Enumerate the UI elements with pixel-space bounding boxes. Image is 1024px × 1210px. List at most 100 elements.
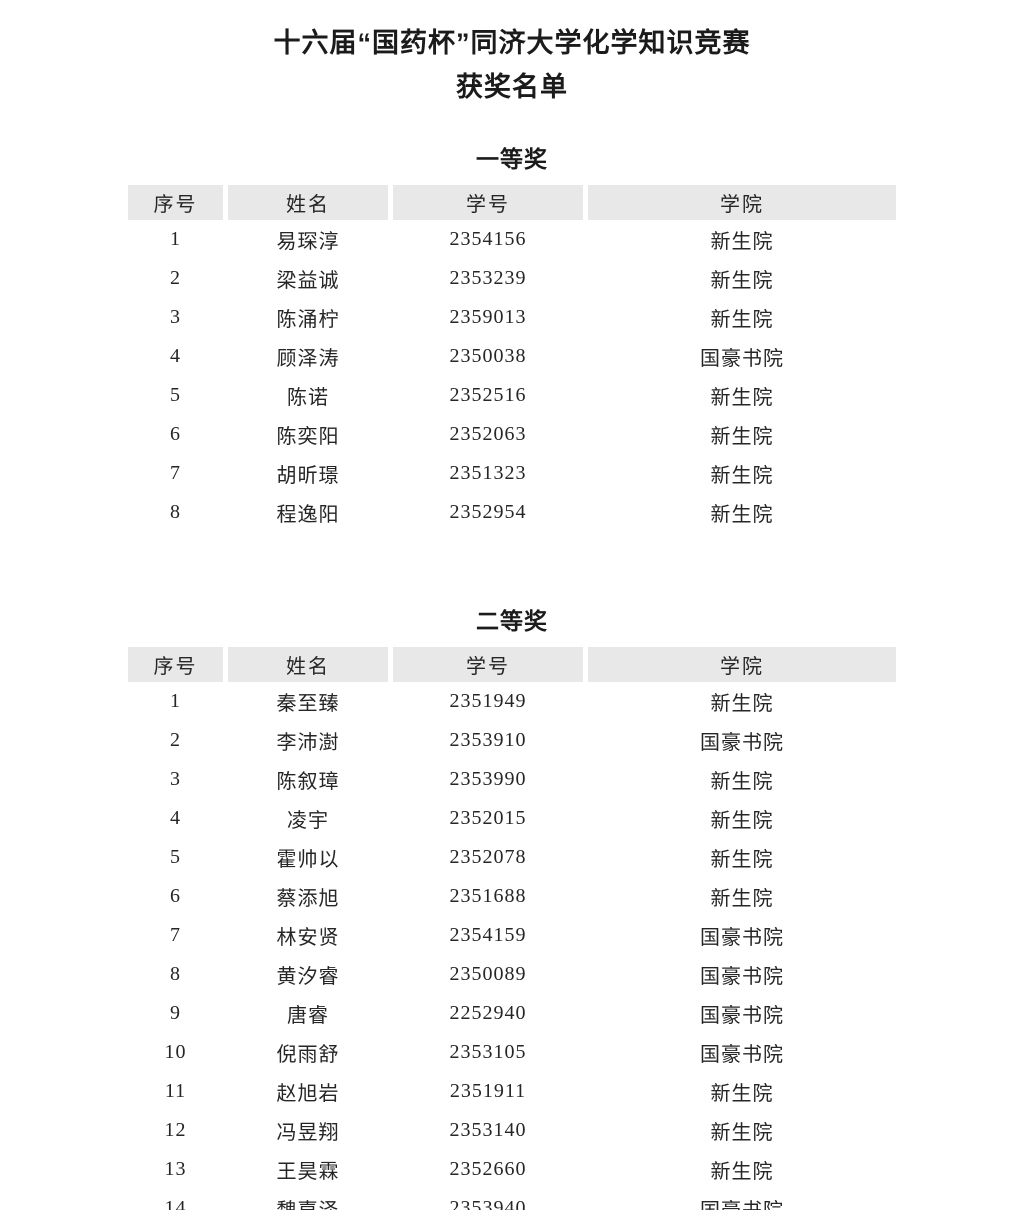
table-row: 8 程逸阳 2352954 新生院	[128, 493, 896, 532]
cell-college: 新生院	[588, 760, 896, 799]
cell-no: 13	[128, 1150, 223, 1189]
table-row: 9 唐睿 2252940 国豪书院	[128, 994, 896, 1033]
cell-student-id: 2352063	[393, 415, 583, 454]
cell-no: 4	[128, 337, 223, 376]
cell-student-id: 2352660	[393, 1150, 583, 1189]
cell-college: 国豪书院	[588, 955, 896, 994]
table-row: 4 凌宇 2352015 新生院	[128, 799, 896, 838]
table-row: 12 冯昱翔 2353140 新生院	[128, 1111, 896, 1150]
table-row: 1 秦至臻 2351949 新生院	[128, 682, 896, 721]
header-cell-name: 姓名	[228, 647, 388, 682]
table-row: 14 魏嘉泽 2353940 国豪书院	[128, 1189, 896, 1210]
section-second-prize: 二等奖 序号 姓名 学号 学院 1 秦至臻 2351949 新生院	[0, 602, 1024, 1210]
table-row: 2 梁益诚 2353239 新生院	[128, 259, 896, 298]
table-row: 5 霍帅以 2352078 新生院	[128, 838, 896, 877]
cell-no: 11	[128, 1072, 223, 1111]
table-row: 4 顾泽涛 2350038 国豪书院	[128, 337, 896, 376]
cell-student-id: 2354156	[393, 220, 583, 259]
cell-college: 新生院	[588, 376, 896, 415]
cell-college: 新生院	[588, 298, 896, 337]
table-header-row: 序号 姓名 学号 学院	[128, 647, 896, 682]
table-row: 13 王昊霖 2352660 新生院	[128, 1150, 896, 1189]
table-row: 10 倪雨舒 2353105 国豪书院	[128, 1033, 896, 1072]
cell-student-id: 2350038	[393, 337, 583, 376]
table-header-row: 序号 姓名 学号 学院	[128, 185, 896, 220]
cell-college: 国豪书院	[588, 916, 896, 955]
table-row: 11 赵旭岩 2351911 新生院	[128, 1072, 896, 1111]
cell-no: 2	[128, 259, 223, 298]
cell-no: 7	[128, 454, 223, 493]
cell-student-id: 2354159	[393, 916, 583, 955]
cell-no: 14	[128, 1189, 223, 1210]
cell-no: 1	[128, 220, 223, 259]
cell-student-id: 2352516	[393, 376, 583, 415]
table-row: 1 易琛淳 2354156 新生院	[128, 220, 896, 259]
cell-college: 新生院	[588, 415, 896, 454]
cell-name: 蔡添旭	[228, 877, 388, 916]
cell-no: 12	[128, 1111, 223, 1150]
cell-college: 新生院	[588, 682, 896, 721]
table-row: 7 胡昕璟 2351323 新生院	[128, 454, 896, 493]
table-row: 6 陈奕阳 2352063 新生院	[128, 415, 896, 454]
cell-name: 李沛澍	[228, 721, 388, 760]
cell-college: 新生院	[588, 877, 896, 916]
second-prize-table: 序号 姓名 学号 学院 1 秦至臻 2351949 新生院	[123, 647, 901, 1210]
cell-no: 8	[128, 493, 223, 532]
cell-name: 胡昕璟	[228, 454, 388, 493]
cell-name: 霍帅以	[228, 838, 388, 877]
cell-name: 凌宇	[228, 799, 388, 838]
cell-no: 8	[128, 955, 223, 994]
cell-student-id: 2352078	[393, 838, 583, 877]
cell-student-id: 2351323	[393, 454, 583, 493]
cell-name: 唐睿	[228, 994, 388, 1033]
cell-no: 2	[128, 721, 223, 760]
cell-name: 陈诺	[228, 376, 388, 415]
header-cell-student-id: 学号	[393, 647, 583, 682]
cell-student-id: 2350089	[393, 955, 583, 994]
header-cell-student-id: 学号	[393, 185, 583, 220]
header-cell-no: 序号	[128, 185, 223, 220]
cell-college: 国豪书院	[588, 337, 896, 376]
cell-name: 魏嘉泽	[228, 1189, 388, 1210]
table-row: 3 陈叙璋 2353990 新生院	[128, 760, 896, 799]
cell-student-id: 2353140	[393, 1111, 583, 1150]
cell-college: 新生院	[588, 1111, 896, 1150]
cell-student-id: 2351688	[393, 877, 583, 916]
cell-name: 陈奕阳	[228, 415, 388, 454]
cell-name: 黄汐睿	[228, 955, 388, 994]
cell-name: 倪雨舒	[228, 1033, 388, 1072]
header-cell-no: 序号	[128, 647, 223, 682]
cell-college: 国豪书院	[588, 1189, 896, 1210]
cell-student-id: 2353990	[393, 760, 583, 799]
table-row: 3 陈涌柠 2359013 新生院	[128, 298, 896, 337]
document-title-line2: 获奖名单	[456, 72, 568, 102]
cell-name: 赵旭岩	[228, 1072, 388, 1111]
cell-no: 7	[128, 916, 223, 955]
cell-college: 国豪书院	[588, 994, 896, 1033]
cell-college: 新生院	[588, 838, 896, 877]
cell-no: 9	[128, 994, 223, 1033]
header-cell-college: 学院	[588, 647, 896, 682]
cell-student-id: 2353910	[393, 721, 583, 760]
cell-no: 4	[128, 799, 223, 838]
cell-student-id: 2252940	[393, 994, 583, 1033]
document-title: 十六届“国药杯”同济大学化学知识竞赛 获奖名单	[0, 21, 1024, 109]
cell-college: 新生院	[588, 259, 896, 298]
cell-student-id: 2353105	[393, 1033, 583, 1072]
section-first-prize: 一等奖 序号 姓名 学号 学院 1 易琛淳 2354156 新生院	[0, 140, 1024, 532]
cell-college: 国豪书院	[588, 721, 896, 760]
cell-name: 顾泽涛	[228, 337, 388, 376]
cell-name: 冯昱翔	[228, 1111, 388, 1150]
cell-student-id: 2352954	[393, 493, 583, 532]
table-row: 5 陈诺 2352516 新生院	[128, 376, 896, 415]
cell-no: 5	[128, 838, 223, 877]
cell-student-id: 2351911	[393, 1072, 583, 1111]
cell-no: 3	[128, 760, 223, 799]
cell-no: 5	[128, 376, 223, 415]
table-row: 8 黄汐睿 2350089 国豪书院	[128, 955, 896, 994]
cell-name: 梁益诚	[228, 259, 388, 298]
cell-college: 新生院	[588, 799, 896, 838]
cell-college: 新生院	[588, 454, 896, 493]
cell-student-id: 2351949	[393, 682, 583, 721]
